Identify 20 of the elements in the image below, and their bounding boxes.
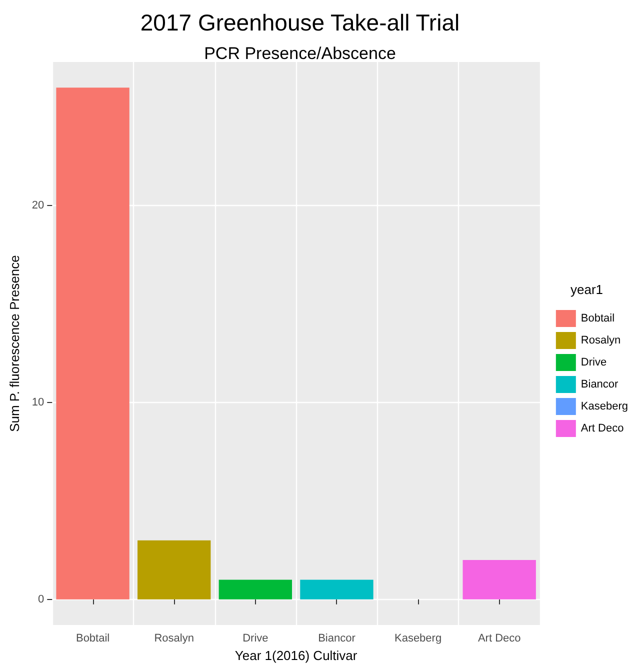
y-tick-label: 10 <box>32 396 44 409</box>
legend-label: Kaseberg <box>580 400 628 412</box>
y-axis-title: Sum P. fluorescence Presence <box>7 255 22 432</box>
chart-title: 2017 Greenhouse Take-all Trial <box>140 10 460 36</box>
legend-label: Rosalyn <box>580 334 621 346</box>
legend-title: year1 <box>570 282 604 297</box>
chart-subtitle: PCR Presence/Abscence <box>204 44 396 63</box>
x-tick-label: Rosalyn <box>154 632 194 644</box>
x-tick-label: Drive <box>242 632 268 644</box>
x-tick-label: Kaseberg <box>394 632 442 644</box>
x-tick-label: Art Deco <box>478 632 521 644</box>
legend-label: Drive <box>580 356 607 368</box>
x-tick-label: Bobtail <box>76 632 110 644</box>
y-tick-label: 0 <box>38 593 44 606</box>
legend-label: Art Deco <box>580 422 624 434</box>
x-axis-title: Year 1(2016) Cultivar <box>234 648 358 663</box>
x-tick-label: Biancor <box>318 632 356 644</box>
y-tick-label: 20 <box>32 200 44 212</box>
legend-label: Bobtail <box>580 312 615 324</box>
legend-label: Biancor <box>580 378 619 390</box>
